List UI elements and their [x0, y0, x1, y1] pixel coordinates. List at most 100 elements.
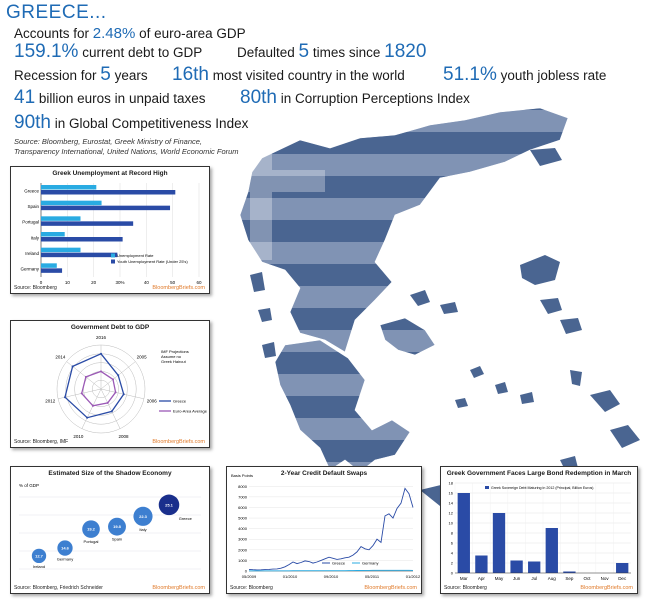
y-tick-label: 7000 [238, 494, 248, 499]
y-axis-label: Basis Points [231, 473, 253, 478]
bubble-label: Portugal [84, 539, 99, 544]
x-tick-label: 60 [196, 280, 202, 285]
y-tick-label: 8000 [238, 484, 248, 489]
x-tick-label: May [495, 576, 504, 581]
category-label: Greece [24, 188, 39, 193]
y-tick-label: 14 [449, 501, 454, 506]
legend-label: Germany [362, 561, 378, 566]
greece-mainland [239, 107, 569, 473]
legend-label: Euro-Area Average [173, 409, 208, 414]
bar-1 [41, 190, 176, 195]
radar-series-1 [80, 370, 117, 407]
y-tick-label: 6 [451, 541, 454, 546]
radar-axis-label: 2014 [55, 355, 66, 360]
series-line-1 [249, 569, 414, 572]
bar [528, 561, 541, 573]
category-label: Portugal [22, 220, 39, 225]
radar-axis-label: 2010 [73, 434, 84, 439]
radar-point [80, 392, 83, 395]
x-tick-label: 20 [91, 280, 97, 285]
radar-axis-label: 2005 [137, 355, 148, 360]
unemployment-chart-title: Greek Unemployment at Record High [52, 170, 168, 177]
bar [510, 560, 523, 573]
y-tick-label: 2000 [238, 547, 248, 552]
bubble [158, 494, 180, 516]
bar-1 [41, 268, 63, 273]
radar-point [100, 370, 102, 373]
bar-0 [41, 216, 81, 221]
x-tick-label: 01/2012 [406, 574, 421, 579]
bond-redemption-brand: BloombergBriefs.com [580, 585, 633, 591]
bar-0 [41, 185, 97, 190]
bar [563, 571, 576, 573]
header-source: Source: Bloomberg, Eurostat, Greek Minis… [14, 137, 264, 157]
cds-chart-brand: BloombergBriefs.com [364, 585, 417, 591]
fact-recession: Recession for 5 years [14, 64, 148, 85]
y-tick-label: 18 [449, 481, 454, 486]
y-tick-label: 0 [451, 571, 454, 576]
bubble [133, 506, 153, 526]
legend-swatch [111, 259, 115, 264]
shadow-economy-chart: % of GDP 12.7 Ireland 14.6 Germany 19.2 Portug… [19, 483, 201, 570]
fact-corruption-rank: 80th in Corruption Perceptions Index [240, 87, 470, 108]
radar-point [110, 410, 113, 413]
bar [457, 493, 470, 573]
y-tick-label: 4000 [238, 526, 248, 531]
debt-chart-brand: BloombergBriefs.com [152, 439, 205, 445]
radar-annotation: IMF Projections [161, 349, 189, 354]
bubble [108, 517, 126, 536]
x-tick-label: Apr [478, 576, 486, 581]
debt-chart-source: Source: Bloomberg, IMF [14, 439, 69, 445]
radar-point [100, 352, 102, 355]
bar [492, 513, 506, 573]
radar-point [112, 378, 115, 381]
x-tick-label: 30% [115, 280, 124, 285]
x-tick-label: 01/2010 [283, 574, 298, 579]
radar-annotation: Greek Haircut [161, 359, 187, 364]
y-tick-label: 8 [451, 531, 454, 536]
x-tick-label: 05/2009 [242, 574, 257, 579]
bubble-label: Italy [139, 527, 146, 532]
bubble-label: Ireland [33, 564, 45, 569]
bar-0 [41, 232, 65, 237]
x-tick-label: 0 [40, 280, 43, 285]
bubble-value: 12.7 [35, 553, 44, 558]
bar [475, 555, 488, 573]
fact-tourism-rank: 16th most visited country in the world [172, 64, 405, 85]
radar-point [84, 375, 87, 378]
legend-swatch [485, 486, 489, 489]
bubble-value: 22.3 [139, 514, 148, 519]
shadow-economy-title: Estimated Size of the Shadow Economy [48, 470, 172, 477]
bar-1 [41, 205, 171, 211]
y-tick-label: 3000 [238, 537, 248, 542]
x-tick-label: 05/2011 [365, 574, 380, 579]
x-tick-label: Oct [583, 576, 591, 581]
bond-redemption-panel: Greek Government Faces Large Bond Redemp… [440, 466, 638, 594]
x-tick-label: 10 [65, 280, 71, 285]
y-tick-label: 12 [449, 511, 454, 516]
cds-line-chart: Basis Points 0 1000 2000 3000 4000 5000 6000 700… [231, 473, 421, 579]
y-tick-label: 6000 [238, 505, 248, 510]
radar-spoke [100, 388, 121, 429]
y-tick-label: 4 [451, 551, 454, 556]
radar-axis-label: 2016 [96, 335, 107, 340]
radar-point [86, 416, 89, 419]
radar-point [91, 404, 94, 407]
fact-defaults: Defaulted 5 times since 1820 [237, 41, 427, 62]
y-tick-label: 10 [449, 521, 454, 526]
y-tick-label: 2 [451, 561, 454, 566]
bubble-value: 25.1 [165, 502, 174, 507]
radar-point [114, 391, 117, 394]
bubble-label: Germany [57, 557, 73, 562]
radar-point [63, 396, 66, 399]
fact-gdp-share: Accounts for 2.48% of euro-area GDP [14, 25, 246, 42]
bar-0 [41, 200, 102, 206]
bubble [57, 540, 73, 556]
category-label: Ireland [25, 251, 39, 256]
shadow-economy-panel: Estimated Size of the Shadow Economy % o… [10, 466, 210, 594]
legend-label: Youth Unemployment Rate (Under 25's) [117, 259, 188, 264]
bubble-label: Spain [112, 537, 122, 542]
radar-spoke [100, 388, 144, 400]
greek-flag-cross [195, 110, 325, 260]
